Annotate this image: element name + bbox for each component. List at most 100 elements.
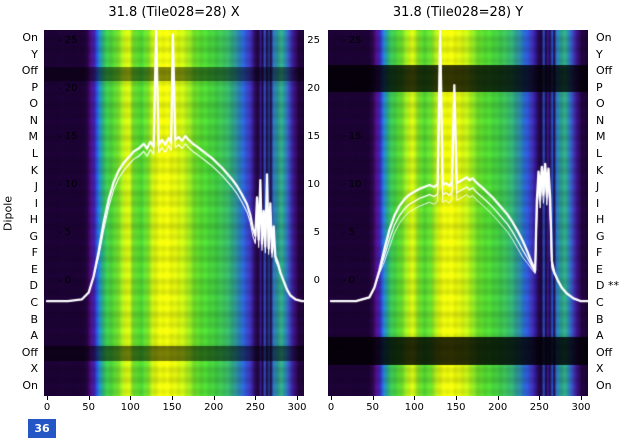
dipole-labels-left: On Y Off P O N M L K J I H G F E D C B A Off X On (4, 32, 38, 392)
panel-x: - 25 - 20 - 15 - 10 - 5 - 0 0 50 100 150 200 250 300 (44, 30, 307, 413)
dipole-label-left-10: I (34, 196, 38, 210)
y-tick-mid-15: 15 (307, 131, 320, 142)
x-tick-label-0: 0 (43, 402, 51, 413)
panel-x-title: 31.8 (Tile028=28) X (108, 5, 240, 20)
y-tick-inside-15: - 15 (58, 131, 78, 142)
dipole-label-right-20: X (596, 362, 604, 376)
x-tick-label-200: 200 (204, 402, 224, 413)
x-tick-mark-50 (88, 396, 90, 400)
dipole-label-left-18: A (30, 329, 38, 343)
x-tick-mark-50 (372, 396, 374, 400)
y-tick-mid-20: 20 (307, 83, 320, 94)
dipole-label-left-20: X (30, 362, 38, 376)
dipole-label-right-15: D ** (596, 279, 619, 293)
dipole-label-right-21: On (596, 378, 612, 392)
dipole-label-right-6: M (596, 130, 606, 144)
x-tick-mark-300 (297, 396, 298, 400)
dipole-label-left-12: G (29, 229, 38, 243)
dipole-label-right-1: Y (596, 47, 603, 61)
dipole-label-left-16: C (30, 296, 38, 309)
dipole-label-right-17: B (596, 312, 604, 326)
dipole-label-left-9: J (34, 180, 38, 194)
x-tick-label-150: 150 (162, 402, 182, 413)
dipole-label-left-8: K (30, 163, 38, 177)
x-tick-mark-200 (213, 396, 215, 400)
y-tick-inside-5: - 5 (342, 227, 356, 238)
dipole-label-left-14: E (31, 262, 38, 276)
x-tick-mark-100 (414, 396, 416, 400)
dipole-label-right-11: H (596, 213, 605, 227)
x-tick-label-100: 100 (120, 402, 140, 413)
dipole-label-right-7: L (596, 146, 603, 160)
dipole-label-right-18: A (596, 329, 604, 343)
x-tick-mark-0 (331, 396, 332, 400)
dipole-label-right-0: On (596, 31, 612, 44)
dipole-label-right-5: N (596, 113, 605, 127)
x-tick-label-150: 150 (446, 402, 466, 413)
x-tick-mark-0 (47, 396, 48, 400)
dipole-label-right-10: I (596, 196, 600, 210)
dipole-label-left-19: Off (21, 345, 38, 359)
dipole-label-right-8: K (596, 163, 604, 177)
x-tick-label-50: 50 (366, 402, 380, 413)
x-tick-mark-250 (255, 396, 257, 400)
y-tick-inside-25: - 25 (58, 35, 78, 46)
y-tick-inside-0: - 0 (58, 275, 72, 286)
panel-y-title: 31.8 (Tile028=28) Y (392, 5, 524, 20)
heatmap-canvas-x (44, 30, 304, 396)
y-tick-mid-0: 0 (313, 275, 320, 286)
y-tick-inside-15: - 15 (342, 131, 362, 142)
dipole-label-right-9: J (596, 180, 600, 194)
figure-number-badge: 36 (28, 419, 56, 438)
y-tick-inside-0: - 0 (342, 275, 356, 286)
dipole-label-left-3: P (31, 80, 38, 94)
x-tick-label-250: 250 (529, 402, 549, 413)
dipole-label-right-16: C (596, 296, 604, 309)
x-tick-mark-150 (172, 396, 173, 400)
x-tick-mark-250 (539, 396, 541, 400)
dipole-label-right-4: O (596, 97, 605, 111)
dipole-label-right-19: Off (596, 345, 613, 359)
dipole-label-right-13: F (596, 246, 603, 260)
x-tick-mark-300 (581, 396, 582, 400)
y-tick-inside-25: - 25 (342, 35, 362, 46)
x-tick-label-300: 300 (571, 402, 591, 413)
x-tick-mark-100 (130, 396, 132, 400)
y-tick-mid-10: 10 (307, 179, 320, 190)
y-tick-inside-10: - 10 (342, 179, 362, 190)
x-tick-label-300: 300 (287, 402, 307, 413)
dipole-label-right-12: G (596, 229, 605, 243)
dipole-label-left-13: F (31, 246, 38, 260)
x-tick-label-50: 50 (82, 402, 96, 413)
dipole-label-left-21: On (22, 378, 38, 392)
dipole-label-left-17: B (30, 312, 38, 326)
x-tick-mark-150 (456, 396, 457, 400)
y-tick-mid-25: 25 (307, 35, 320, 46)
dipole-label-left-15: D (29, 279, 38, 293)
heatmap-canvas-y (328, 30, 588, 396)
dipole-label-right-3: P (596, 80, 603, 94)
x-tick-label-250: 250 (245, 402, 265, 413)
dipole-label-left-7: L (31, 146, 38, 160)
dipole-label-left-6: M (28, 130, 39, 144)
panel-y: - 25 - 20 - 15 - 10 - 5 - 0 0 50 100 150 200 250 300 (328, 30, 591, 413)
x-tick-label-0: 0 (327, 402, 335, 413)
y-tick-inside-20: - 20 (342, 83, 362, 94)
dipole-label-left-2: Off (21, 64, 38, 78)
x-tick-mark-200 (497, 396, 499, 400)
y-tick-inside-10: - 10 (58, 179, 78, 190)
x-tick-label-200: 200 (488, 402, 508, 413)
dipole-label-right-2: Off (596, 64, 613, 78)
y-tick-inside-5: - 5 (58, 227, 72, 238)
y-tick-mid-5: 5 (313, 227, 320, 238)
dipole-label-left-1: Y (31, 47, 38, 61)
x-tick-label-100: 100 (404, 402, 424, 413)
dipole-label-left-5: N (29, 113, 38, 127)
dipole-labels-right: On Y Off P O N M L K J I H G F E D ** C B A Off X On (596, 32, 638, 392)
dipole-label-left-11: H (29, 213, 38, 227)
dipole-label-left-0: On (22, 31, 38, 44)
y-tick-inside-20: - 20 (58, 83, 78, 94)
dipole-label-right-14: E (596, 262, 603, 276)
dipole-label-left-4: O (29, 97, 38, 111)
